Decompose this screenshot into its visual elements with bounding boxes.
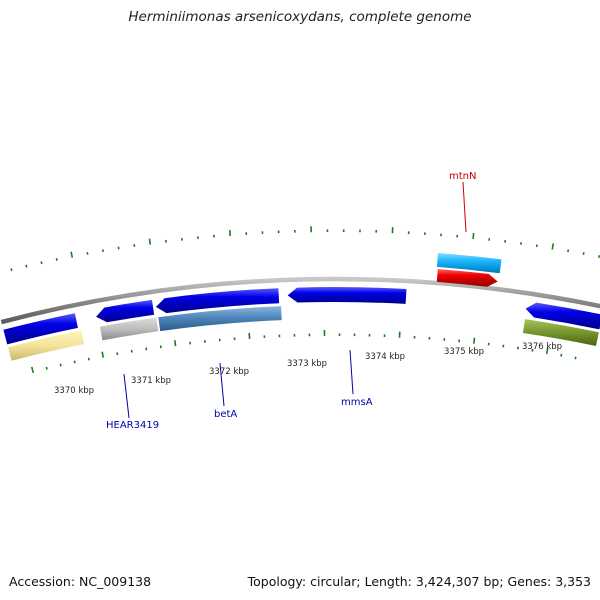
- tick-mark: [87, 357, 90, 361]
- tick-mark: [10, 268, 13, 272]
- tick-mark: [174, 340, 177, 347]
- tick-mark: [59, 363, 62, 367]
- gene-label-mtnN: mtnN: [449, 171, 476, 233]
- tick-mark: [55, 258, 58, 261]
- inner-tick-ring: [30, 330, 577, 373]
- tick-mark: [25, 264, 28, 268]
- gene-label-text-HEAR3419: HEAR3419: [106, 420, 159, 431]
- gene-arrow-betA: [155, 288, 280, 314]
- tick-label-3371: 3371 kbp: [131, 376, 171, 386]
- gene-label-mmsA: mmsA: [341, 349, 373, 408]
- gene-arrow-mmsA: [287, 287, 407, 304]
- tick-mark: [40, 261, 43, 265]
- tick-mark: [30, 366, 34, 373]
- tick-mark: [598, 255, 600, 258]
- tick-mark: [101, 351, 105, 358]
- gene-label-text-betA: betA: [214, 409, 237, 420]
- tick-label-3372: 3372 kbp: [209, 367, 249, 377]
- tick-label-3375: 3375 kbp: [444, 347, 484, 357]
- gene-label-text-mtnN: mtnN: [449, 171, 476, 182]
- feature-box-steelblue: [158, 306, 282, 332]
- tick-label-3374: 3374 kbp: [365, 352, 405, 362]
- tick-mark: [551, 243, 555, 250]
- feature-box-gray: [99, 317, 159, 341]
- tick-mark: [473, 337, 476, 344]
- tick-mark: [148, 238, 152, 245]
- tick-mark: [545, 347, 549, 355]
- tick-mark: [45, 366, 48, 370]
- tick-mark: [70, 251, 74, 258]
- tick-label-3370: 3370 kbp: [54, 386, 94, 396]
- tick-label-3373: 3373 kbp: [287, 359, 327, 369]
- tick-labels: 3370 kbp 3371 kbp 3372 kbp 3373 kbp 3374…: [54, 342, 562, 396]
- tick-mark: [73, 360, 76, 364]
- gene-label-text-mmsA: mmsA: [341, 397, 373, 408]
- gene-arrow-left-edge: [3, 313, 78, 345]
- map-title: Herminiimonas arsenicoxydans, complete g…: [128, 9, 472, 25]
- genome-summary-text: Topology: circular; Length: 3,424,307 bp…: [247, 574, 591, 589]
- feature-box-olive: [522, 319, 599, 346]
- gene-arrow-HEAR3419: [96, 299, 155, 323]
- gene-arrow-cyan: [436, 253, 502, 274]
- gene-arrow-mtnN: [436, 269, 498, 287]
- tick-mark: [472, 232, 475, 240]
- feature-box-yellow: [7, 330, 85, 361]
- outer-tick-ring: [10, 226, 600, 272]
- gene-label-betA: betA: [214, 362, 237, 420]
- accession-text: Accession: NC_009138: [9, 574, 152, 589]
- genome-backbone: [0, 276, 600, 325]
- gene-label-HEAR3419: HEAR3419: [106, 373, 159, 431]
- gene-arrow-right-edge: [525, 302, 600, 330]
- tick-label-3376: 3376 kbp: [522, 342, 562, 352]
